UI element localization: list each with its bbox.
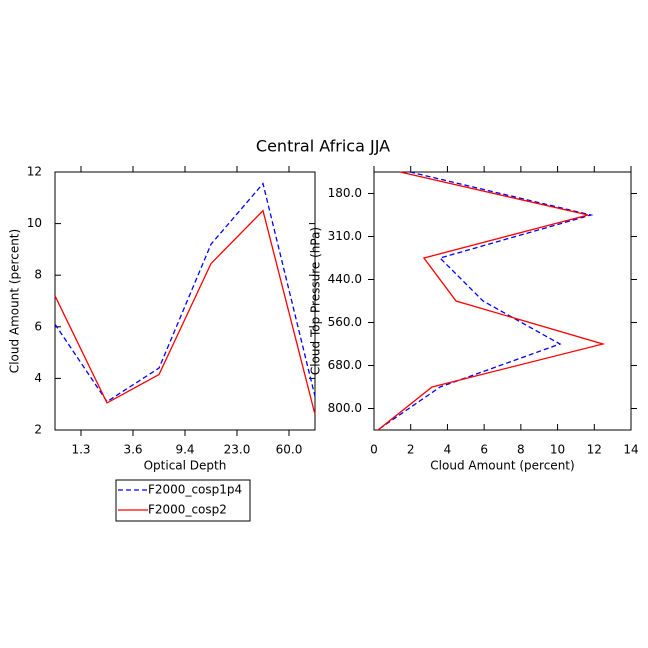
y-axis-label: Cloud Top Pressure (hPa) bbox=[309, 227, 323, 375]
y-tick-label: 8 bbox=[34, 268, 42, 282]
y-tick-label: 440.0 bbox=[328, 272, 362, 286]
y-tick-label: 12 bbox=[27, 165, 42, 179]
plot-frame bbox=[54, 171, 316, 431]
x-tick-label: 8 bbox=[517, 443, 525, 457]
y-tick-label: 560.0 bbox=[328, 315, 362, 329]
legend-box bbox=[115, 479, 251, 522]
x-tick-label: 6 bbox=[480, 443, 488, 457]
y-tick-label: 180.0 bbox=[328, 186, 362, 200]
x-tick-label: 10 bbox=[550, 443, 565, 457]
y-tick-label: 680.0 bbox=[328, 358, 362, 372]
x-tick-label: 14 bbox=[623, 443, 638, 457]
series-line bbox=[377, 171, 594, 431]
x-tick-label: 9.4 bbox=[175, 443, 194, 457]
series-line bbox=[377, 171, 606, 431]
y-tick-label: 800.0 bbox=[328, 401, 362, 415]
figure-title: Central Africa JJA bbox=[256, 137, 390, 156]
y-tick-label: 10 bbox=[27, 216, 42, 230]
legend-label: F2000_cosp1p4 bbox=[148, 483, 242, 497]
x-axis-label: Optical Depth bbox=[144, 459, 227, 473]
legend-label: F2000_cosp2 bbox=[148, 503, 227, 517]
x-tick-label: 2 bbox=[407, 443, 415, 457]
x-tick-label: 23.0 bbox=[224, 443, 251, 457]
x-tick-label: 3.6 bbox=[123, 443, 142, 457]
x-tick-label: 1.3 bbox=[71, 443, 90, 457]
plot-frame bbox=[373, 171, 632, 431]
x-axis-label: Cloud Amount (percent) bbox=[430, 459, 574, 473]
x-tick-label: 12 bbox=[587, 443, 602, 457]
y-tick-label: 310.0 bbox=[328, 229, 362, 243]
x-tick-label: 4 bbox=[444, 443, 452, 457]
x-tick-label: 0 bbox=[370, 443, 378, 457]
y-axis-label: Cloud Amount (percent) bbox=[8, 229, 22, 373]
x-tick-label: 60.0 bbox=[276, 443, 303, 457]
series-line bbox=[54, 209, 316, 415]
series-line bbox=[54, 182, 316, 403]
y-tick-label: 6 bbox=[34, 319, 42, 333]
y-tick-label: 4 bbox=[34, 371, 42, 385]
y-tick-label: 2 bbox=[34, 423, 42, 437]
